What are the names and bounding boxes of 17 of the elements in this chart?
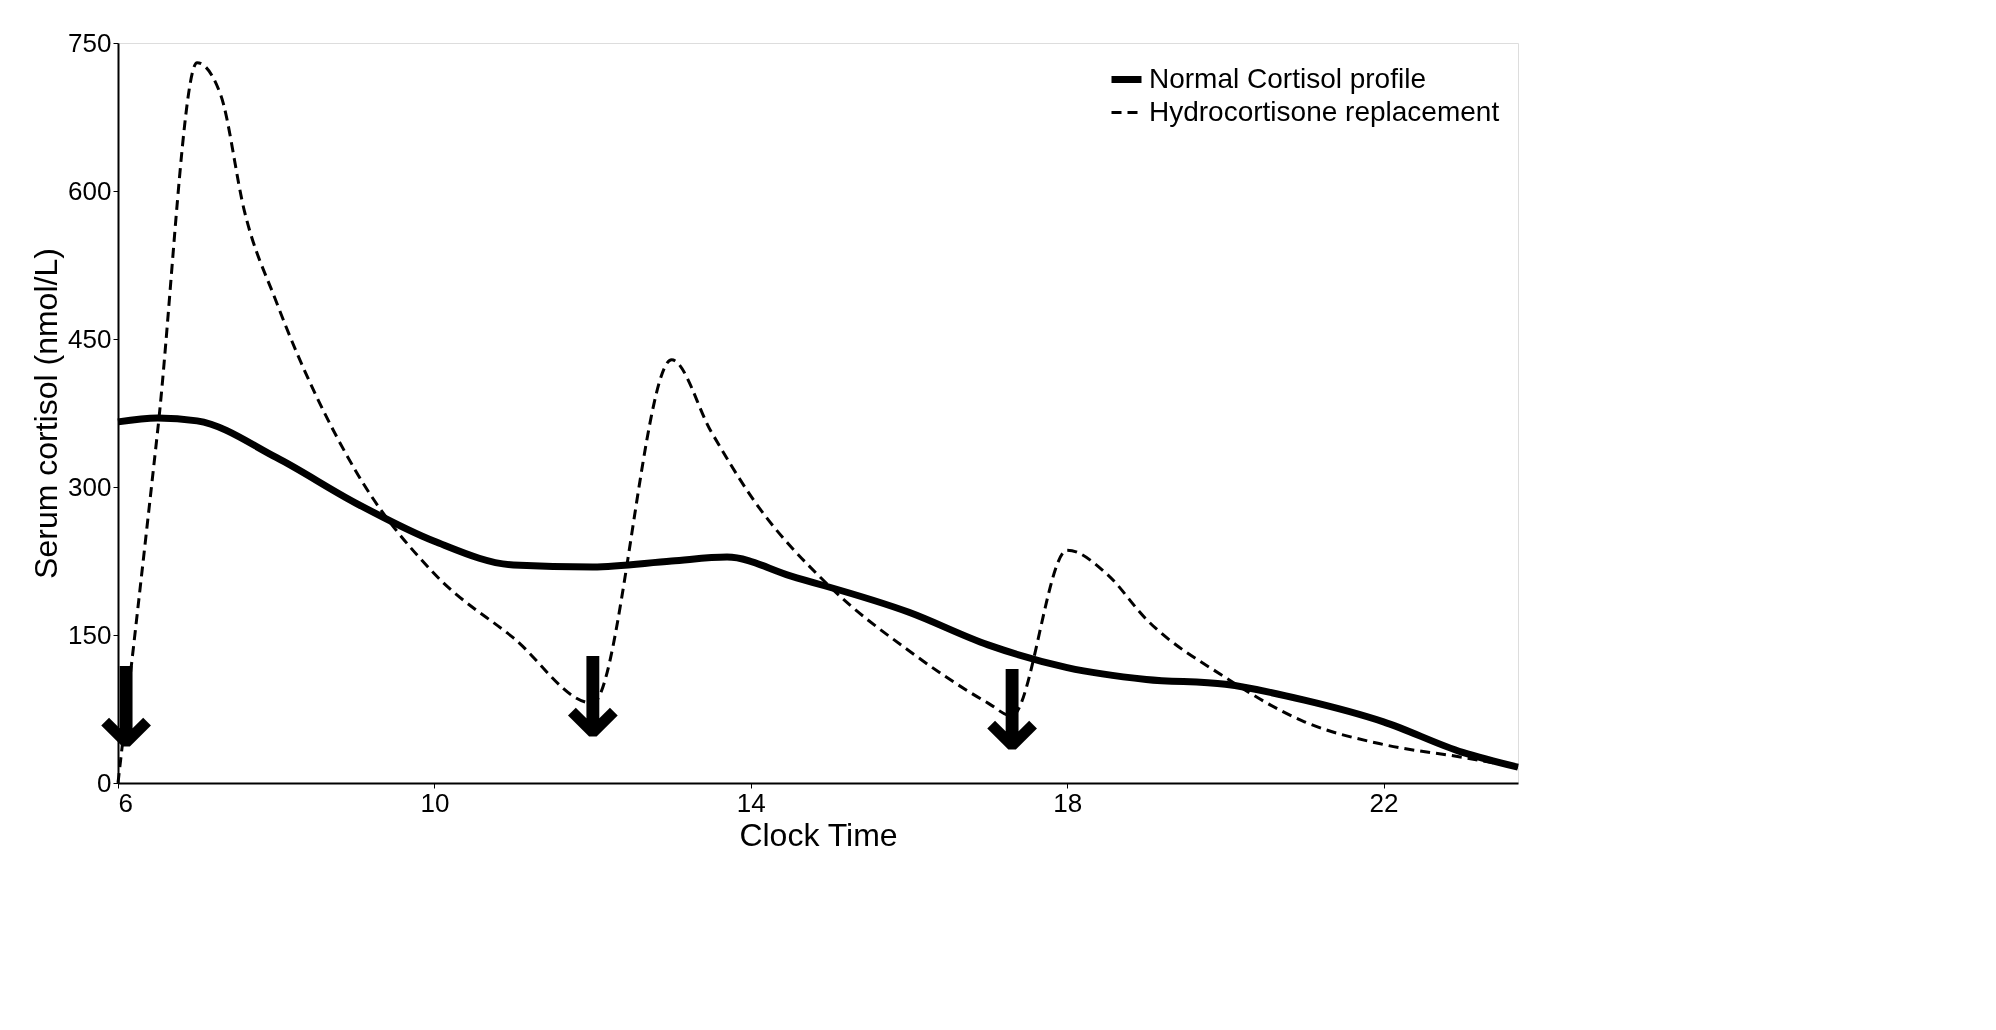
legend-label: Hydrocortisone replacement: [1149, 95, 1500, 127]
x-tick-label: 18: [1053, 787, 1083, 818]
y-tick-label: 600: [68, 175, 112, 206]
y-tick-label: 0: [97, 767, 112, 798]
y-tick-label: 750: [68, 27, 112, 58]
y-tick-label: 300: [68, 471, 112, 502]
x-axis-title: Clock Time: [739, 816, 898, 853]
x-tick-label: 6: [118, 787, 133, 818]
x-tick-label: 22: [1369, 787, 1399, 818]
x-tick-label: 14: [736, 787, 766, 818]
annotation: ↓: [546, 634, 639, 763]
annotation: ↓: [965, 646, 1058, 775]
y-tick-label: 150: [68, 619, 112, 650]
legend-label: Normal Cortisol profile: [1149, 62, 1426, 94]
x-tick-label: 10: [420, 787, 450, 818]
y-tick-label: 450: [68, 323, 112, 354]
y-axis-title: Serum cortisol (nmol/L): [28, 248, 65, 579]
